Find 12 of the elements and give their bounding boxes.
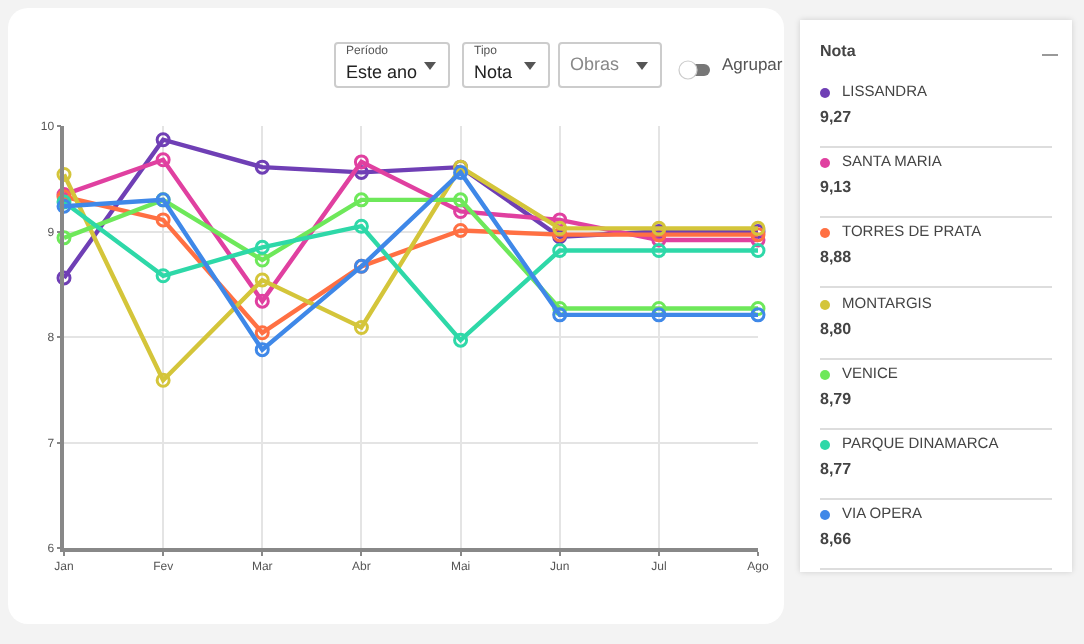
text: 8,66: [820, 530, 852, 549]
legend-title: Nota: [820, 42, 856, 60]
text: 8,88: [820, 248, 852, 267]
text: Nota: [474, 62, 513, 82]
text: 9,13: [820, 178, 852, 197]
text: 8,80: [820, 319, 852, 338]
text: Obras: [570, 54, 620, 74]
text: 9,27: [820, 108, 852, 126]
text: Este ano: [346, 62, 418, 82]
text: 8,79: [820, 389, 852, 408]
text: Agrupar: [722, 54, 783, 74]
text: 8,77: [820, 460, 852, 478]
